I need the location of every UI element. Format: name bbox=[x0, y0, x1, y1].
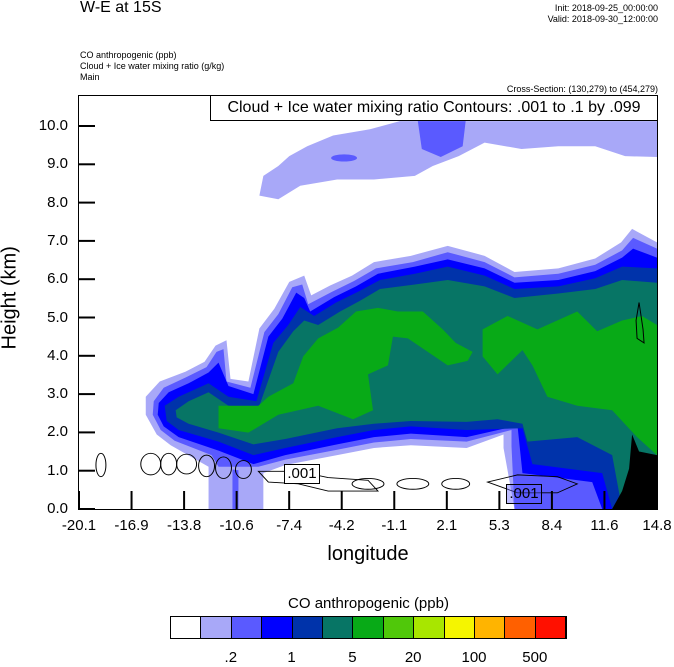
colorbar-label: 100 bbox=[461, 649, 487, 666]
y-tick-label: 3.0 bbox=[47, 385, 68, 403]
x-tick-label: -1.1 bbox=[381, 517, 408, 534]
y-tick-label: 2.0 bbox=[47, 423, 68, 441]
colorbar-swatch bbox=[292, 617, 323, 638]
x-tick-label: -4.2 bbox=[328, 517, 355, 534]
colorbar-label: 20 bbox=[404, 649, 422, 666]
figure-title: W-E at 15S bbox=[80, 0, 162, 16]
colorbar-label: 500 bbox=[522, 649, 548, 666]
colorbar-title: CO anthropogenic (ppb) bbox=[288, 595, 449, 612]
field-label-co: CO anthropogenic (ppb) bbox=[80, 50, 177, 60]
axis-ticks bbox=[79, 125, 657, 509]
contour-line bbox=[234, 460, 252, 479]
co-fill-upper-medium bbox=[417, 121, 466, 158]
y-tick-label: 10.0 bbox=[38, 117, 68, 134]
x-tick-label: 8.4 bbox=[541, 517, 563, 534]
colorbar-swatch bbox=[414, 617, 445, 638]
colorbar-swatch bbox=[383, 617, 415, 638]
colorbar-swatch bbox=[262, 617, 293, 638]
co-fill-l6-left bbox=[218, 307, 473, 433]
contour-line bbox=[198, 454, 216, 478]
y-tick-label: 4.0 bbox=[47, 346, 68, 364]
terrain bbox=[612, 434, 657, 509]
colorbar-swatch bbox=[444, 617, 475, 638]
y-tick-label: 8.0 bbox=[47, 193, 68, 211]
contour-line bbox=[215, 456, 232, 479]
co-fill-upper-light bbox=[259, 121, 657, 200]
x-tick-label: 2.1 bbox=[436, 517, 458, 534]
x-tick-label: 14.8 bbox=[642, 517, 672, 534]
contour-fill bbox=[95, 121, 657, 509]
field-label-cloud: Cloud + Ice water mixing ratio (g/kg) bbox=[80, 61, 225, 71]
x-axis-title: longitude bbox=[327, 543, 409, 565]
contour-line bbox=[351, 478, 385, 490]
y-tick-label: 1.0 bbox=[47, 461, 68, 479]
colorbar-swatch bbox=[505, 617, 536, 638]
x-tick-label: -20.1 bbox=[61, 517, 97, 534]
colorbar-label: 5 bbox=[348, 649, 357, 666]
colorbar-swatch bbox=[231, 617, 263, 638]
colorbar-swatch bbox=[353, 617, 384, 638]
valid-time: Valid: 2018-09-30_12:00:00 bbox=[547, 14, 658, 24]
colorbar-label: .2 bbox=[224, 649, 238, 666]
contour-legend: Cloud + Ice water mixing ratio Contours:… bbox=[210, 95, 658, 121]
cross-section-label: Cross-Section: (130,279) to (454,279) bbox=[506, 84, 658, 94]
y-axis-title: Height (km) bbox=[0, 246, 21, 350]
y-tick-label: 9.0 bbox=[47, 155, 68, 173]
colorbar-swatch bbox=[474, 617, 506, 638]
co-fill-l6-right bbox=[482, 311, 657, 456]
x-tick-label: 11.6 bbox=[590, 517, 619, 534]
x-tick-label: -10.6 bbox=[219, 517, 254, 534]
y-tick-label: 6.0 bbox=[47, 270, 68, 288]
contour-label: .001 bbox=[506, 484, 542, 504]
contour-line bbox=[396, 478, 430, 490]
y-tick-label: 0.0 bbox=[47, 500, 68, 517]
colorbar-label: 1 bbox=[287, 649, 296, 666]
colorbar-swatch bbox=[201, 617, 232, 638]
y-tick-label: 5.0 bbox=[47, 308, 68, 326]
colorbar bbox=[170, 616, 568, 639]
plot-area: .001 .001 bbox=[79, 96, 657, 509]
x-tick-label: -16.9 bbox=[114, 517, 149, 534]
contour-line bbox=[95, 452, 107, 478]
colorbar-swatch bbox=[535, 617, 567, 638]
co-fill-upper-blob bbox=[331, 154, 358, 162]
contour-line bbox=[176, 453, 198, 475]
x-tick-label: -7.4 bbox=[276, 517, 303, 534]
contour-label: .001 bbox=[284, 464, 320, 484]
field-label-main: Main bbox=[80, 72, 100, 82]
colorbar-swatch bbox=[322, 617, 354, 638]
y-tick-label: 7.0 bbox=[47, 231, 68, 249]
contour-line bbox=[635, 302, 645, 344]
colorbar-swatch bbox=[171, 617, 202, 638]
contour-line bbox=[486, 474, 579, 494]
init-time: Init: 2018-09-25_00:00:00 bbox=[554, 3, 658, 13]
contour-line bbox=[441, 478, 471, 490]
x-tick-label: 5.3 bbox=[488, 517, 510, 534]
x-tick-label: -13.8 bbox=[166, 517, 202, 534]
co-fill-low-strip2 bbox=[232, 459, 239, 509]
